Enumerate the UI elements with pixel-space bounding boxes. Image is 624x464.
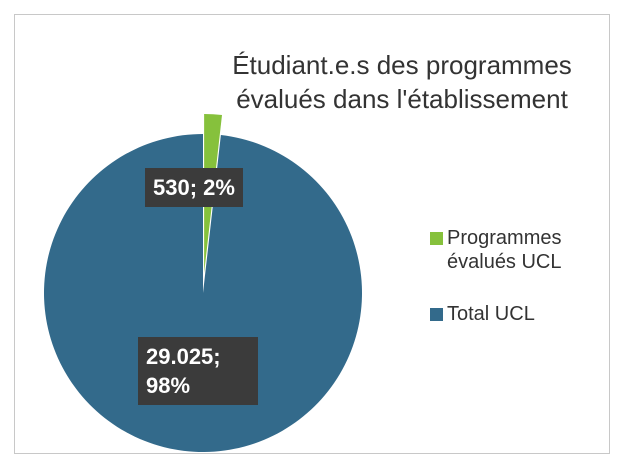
- legend: Programmes évalués UCL Total UCL: [430, 226, 610, 354]
- legend-swatch: [430, 232, 443, 245]
- chart-title: Étudiant.e.s des programmes évalués dans…: [232, 50, 572, 114]
- legend-swatch: [430, 308, 443, 321]
- legend-label: Programmes évalués UCL: [447, 227, 562, 273]
- data-label: 530; 2%: [145, 168, 243, 207]
- data-label: 29.025; 98%: [138, 337, 258, 405]
- pie-slice: [43, 134, 363, 452]
- legend-entry: Programmes évalués UCL: [430, 226, 610, 274]
- legend-label: Total UCL: [447, 303, 535, 325]
- legend-entry: Total UCL: [430, 302, 610, 326]
